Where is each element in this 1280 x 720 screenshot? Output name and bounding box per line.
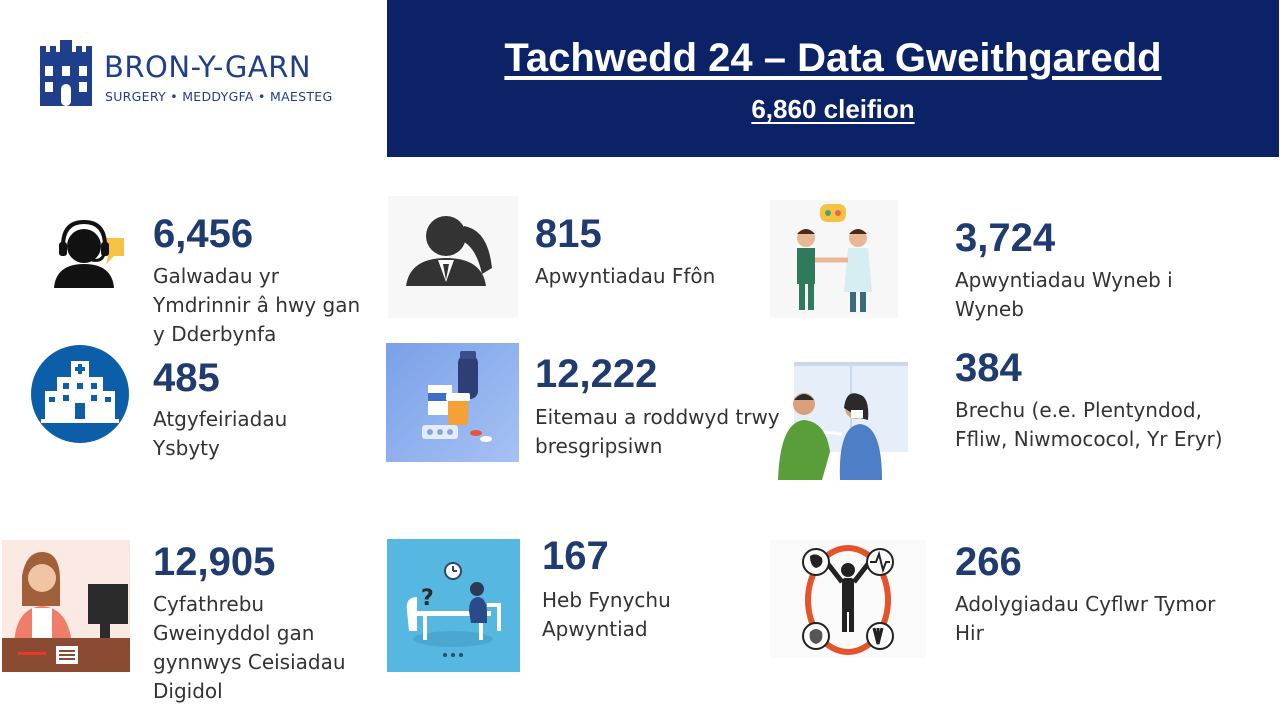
stat-value: 6,456 — [153, 212, 254, 256]
stat-value: 167 — [542, 534, 609, 578]
page-title: Tachwedd 24 – Data Gweithgaredd — [504, 36, 1162, 80]
stat-value: 266 — [955, 540, 1022, 584]
face-to-face-icon — [770, 200, 898, 318]
stat-value: 12,905 — [153, 540, 276, 584]
castle-icon — [40, 40, 92, 106]
logo-name: BRON-Y-GARN — [104, 50, 312, 84]
stat-value: 485 — [153, 356, 220, 400]
call-centre-icon — [48, 212, 128, 292]
stat-label: Cyfathrebu Gweinyddol gan gynnwys Ceisia… — [153, 592, 346, 703]
svg-text:?: ? — [421, 586, 434, 611]
logo-subtitle: SURGERY • MEDDYGFA • MAESTEG — [105, 89, 333, 104]
stat-value: 384 — [955, 346, 1022, 390]
vaccination-icon — [774, 360, 910, 486]
phone-call-icon — [388, 196, 518, 318]
hospital-icon — [31, 345, 129, 443]
surgery-logo: BRON-Y-GARN SURGERY • MEDDYGFA • MAESTEG — [40, 38, 360, 108]
stat-label: Apwyntiadau Ffôn — [535, 264, 716, 288]
stat-label: Brechu (e.e. Plentyndod, Ffliw, Niwmococ… — [955, 398, 1223, 451]
stat-label: Adolygiadau Cyflwr Tymor Hir — [955, 592, 1216, 645]
stat-value: 3,724 — [955, 216, 1056, 260]
stat-value: 815 — [535, 212, 602, 256]
receptionist-icon — [2, 540, 130, 672]
stat-label: Galwadau yr Ymdrinnir â hwy gan y Dderby… — [153, 264, 361, 346]
stat-label: Apwyntiadau Wyneb i Wyneb — [955, 268, 1173, 321]
stat-label: Atgyfeiriadau Ysbyty — [153, 407, 288, 460]
stat-value: 12,222 — [535, 352, 658, 396]
missed-appointment-icon: ? — [387, 539, 520, 672]
stat-label: Eitemau a roddwyd trwy bresgripsiwn — [535, 405, 780, 458]
long-term-condition-icon — [770, 540, 926, 658]
stat-label: Heb Fynychu Apwyntiad — [542, 588, 671, 641]
header-banner: Tachwedd 24 – Data Gweithgaredd 6,860 cl… — [387, 0, 1279, 157]
patient-count: 6,860 cleifion — [751, 94, 915, 124]
medicines-icon — [386, 343, 519, 462]
